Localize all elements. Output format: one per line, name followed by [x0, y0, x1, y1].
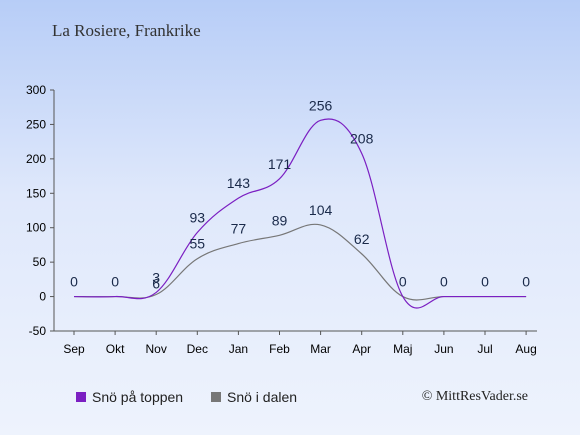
- x-tick-label: Nov: [146, 342, 167, 356]
- data-label-top: 6: [152, 275, 160, 291]
- x-tick-label: Jan: [229, 342, 248, 356]
- data-label-top: 0: [522, 274, 530, 290]
- x-tick-label: Sep: [63, 342, 85, 356]
- x-tick-label: Dec: [187, 342, 208, 356]
- data-label-valley: 104: [309, 202, 333, 218]
- data-label-top: 0: [481, 274, 489, 290]
- y-tick-label: 0: [39, 290, 46, 304]
- legend-item-top: Snö på toppen: [76, 389, 183, 405]
- data-label-valley: 62: [354, 231, 370, 247]
- y-tick-label: -50: [29, 324, 47, 338]
- data-label-top: 93: [190, 210, 206, 226]
- y-tick-label: 300: [26, 83, 46, 97]
- data-label-top: 0: [399, 274, 407, 290]
- x-tick-label: Aug: [515, 342, 536, 356]
- x-tick-label: Jun: [434, 342, 453, 356]
- y-tick-label: 250: [26, 117, 46, 131]
- x-tick-label: Mar: [310, 342, 331, 356]
- series-line-top: [73, 118, 527, 309]
- data-label-valley: 55: [190, 236, 206, 252]
- data-label-top: 208: [350, 130, 374, 146]
- legend-label-valley: Snö i dalen: [227, 389, 298, 405]
- y-tick-label: 150: [26, 186, 46, 200]
- y-tick-label: 50: [33, 255, 47, 269]
- x-tick-label: Jul: [477, 342, 492, 356]
- series-line-valley: [73, 223, 527, 301]
- legend-swatch-valley: [211, 392, 221, 402]
- data-label-top: 0: [70, 274, 78, 290]
- chart-data-labels: 0 0 6 93 143 171 256 208 0 0 0 0 3 55 77 89 104 62: [70, 97, 530, 291]
- data-label-valley: 77: [231, 221, 247, 237]
- data-label-top: 256: [309, 97, 333, 113]
- x-tick-label: Apr: [352, 342, 371, 356]
- data-label-top: 171: [268, 156, 292, 172]
- y-tick-label: 200: [26, 152, 46, 166]
- page-title: La Rosiere, Frankrike: [52, 21, 201, 40]
- x-tick-label: Maj: [393, 342, 412, 356]
- x-tick-label: Okt: [106, 342, 125, 356]
- legend-label-top: Snö på toppen: [92, 389, 184, 405]
- data-label-valley: 3: [152, 270, 160, 286]
- site-credit: © MittResVader.se: [421, 389, 528, 404]
- data-label-top: 0: [111, 274, 119, 290]
- data-label-top: 143: [227, 175, 251, 191]
- data-label-valley: 89: [272, 212, 288, 228]
- legend-item-valley: Snö i dalen: [211, 389, 297, 405]
- x-tick-label: Feb: [269, 342, 290, 356]
- data-label-top: 0: [440, 274, 448, 290]
- y-tick-label: 100: [26, 221, 46, 235]
- chart-series: [73, 118, 527, 309]
- legend-swatch-top: [76, 392, 86, 402]
